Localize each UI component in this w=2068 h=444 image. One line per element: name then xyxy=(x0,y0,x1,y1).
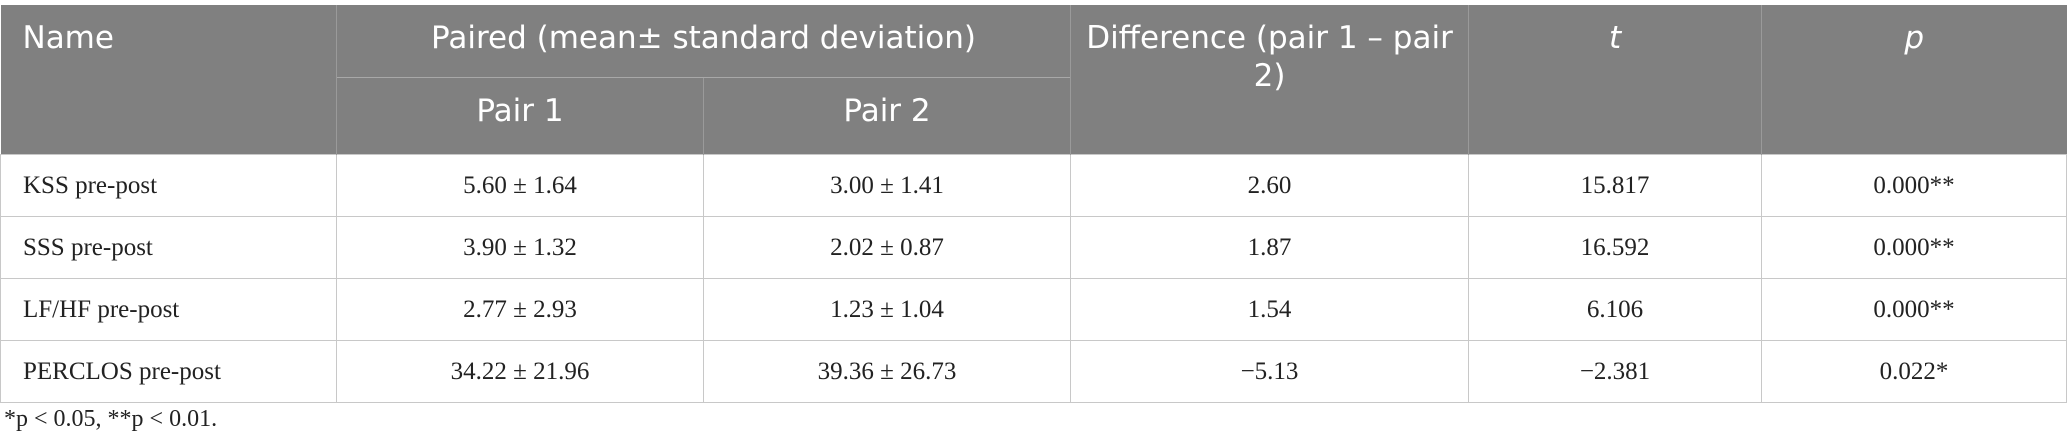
table-cell: −2.381 xyxy=(1468,340,1763,403)
table-cell: 0.000** xyxy=(1761,154,2068,217)
header-cell: Pair 2 xyxy=(702,77,1071,155)
table-cell: 6.106 xyxy=(1468,278,1763,341)
results-table: Name Paired (mean± standard deviation) D… xyxy=(0,5,2068,403)
table-cell: 3.00 ± 1.41 xyxy=(702,154,1072,217)
table-cell: 1.23 ± 1.04 xyxy=(702,278,1072,341)
table-cell: 5.60 ± 1.64 xyxy=(336,154,704,217)
table-cell: 1.87 xyxy=(1070,216,1470,279)
table-cell: 0.022* xyxy=(1761,340,2068,403)
table-row: PERCLOS pre-post 34.22 ± 21.96 39.36 ± 26.… xyxy=(0,340,2068,403)
header-cell: Pair 1 xyxy=(336,77,704,155)
table-cell: 1.54 xyxy=(1070,278,1470,341)
table-cell: LF/HF pre-post xyxy=(0,278,337,341)
table-row: SSS pre-post 3.90 ± 1.32 2.02 ± 0.87 1.87 16… xyxy=(0,216,2068,279)
header-cell: t xyxy=(1468,5,1762,155)
table-cell: PERCLOS pre-post xyxy=(0,340,337,403)
header-cell: Name xyxy=(0,5,337,155)
table-cell: 15.817 xyxy=(1468,154,1763,217)
table-cell: 0.000** xyxy=(1761,216,2068,279)
header-cell: Paired (mean± standard deviation) xyxy=(335,5,1071,78)
table-row: KSS pre-post 5.60 ± 1.64 3.00 ± 1.41 2.60 15… xyxy=(0,154,2068,217)
table-cell: −5.13 xyxy=(1070,340,1470,403)
table-cell: 2.02 ± 0.87 xyxy=(702,216,1072,279)
table-cell: SSS pre-post xyxy=(0,216,337,279)
table-cell: 34.22 ± 21.96 xyxy=(336,340,704,403)
table-cell: 2.77 ± 2.93 xyxy=(336,278,704,341)
table-cell: 3.90 ± 1.32 xyxy=(336,216,704,279)
table-cell: 0.000** xyxy=(1761,278,2068,341)
footnote: *p < 0.05, **p < 0.01. xyxy=(4,406,218,432)
table-cell: 2.60 xyxy=(1070,154,1470,217)
table-cell: 39.36 ± 26.73 xyxy=(702,340,1072,403)
table-body: KSS pre-post 5.60 ± 1.64 3.00 ± 1.41 2.60 15… xyxy=(0,154,2068,403)
header-cell: Difference (pair 1 – pair 2) xyxy=(1070,5,1469,155)
table-row: LF/HF pre-post 2.77 ± 2.93 1.23 ± 1.04 1.54… xyxy=(0,278,2068,341)
table-cell: KSS pre-post xyxy=(0,154,337,217)
table-cell: 16.592 xyxy=(1468,216,1763,279)
header-cell: p xyxy=(1761,5,2067,155)
